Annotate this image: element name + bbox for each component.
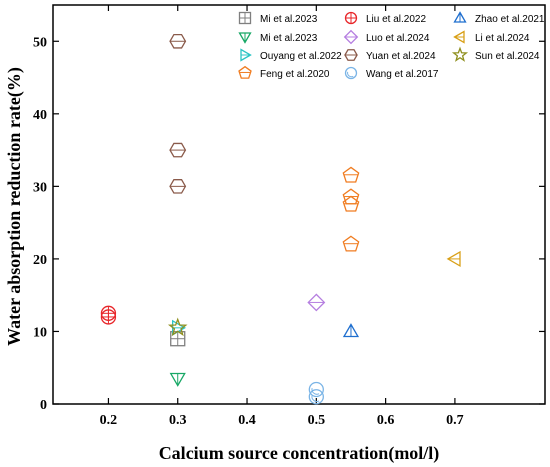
legend-label: Yuan et al.2024 [366,51,436,62]
y-tick-label: 10 [33,325,47,340]
legend-label: Liu et al.2022 [366,14,426,25]
legend-marker [344,66,358,80]
data-point [307,293,326,312]
y-tick-label: 30 [33,180,47,195]
legend-marker [451,46,469,62]
legend-marker [240,48,252,62]
x-axis-title: Calcium source concentration(mol/l) [159,443,440,464]
legend-marker [238,32,252,44]
legend-label: Zhao et al.2021 [475,14,545,25]
legend-label: Mi et al.2023 [260,14,318,25]
x-tick-label: 0.4 [238,413,256,428]
data-point [167,317,188,337]
legend-label: Mi et al.2023 [260,33,318,44]
y-tick-label: 0 [40,398,47,413]
data-point [308,381,324,398]
data-point [308,389,324,405]
y-axis-title: Water absorption reduction rate(%) [4,67,25,346]
data-point [169,33,187,49]
legend-label: Sun et al.2024 [475,51,540,62]
data-point [342,166,360,183]
data-point [342,323,360,338]
data-point [169,179,187,194]
data-point [446,250,461,268]
legend-marker [453,30,465,44]
y-tick-label: 50 [33,35,47,50]
plot-frame [52,4,546,405]
x-tick-label: 0.6 [377,413,395,428]
legend-marker [453,11,467,23]
y-tick-label: 20 [33,253,47,268]
legend-label: Ouyang et al.2022 [260,51,342,62]
legend-label: Feng et al.2020 [260,69,330,80]
data-point [342,235,360,252]
legend-marker [238,11,252,25]
legend-label: Luo et al.2024 [366,33,430,44]
legend-label: Wang et al.2017 [366,69,439,80]
x-tick-label: 0.2 [100,413,118,428]
legend-label: Li et al.2024 [475,33,530,44]
data-point [169,372,186,387]
data-point [169,142,187,158]
legend-marker [344,49,358,61]
x-tick-label: 0.7 [446,413,464,428]
legend-marker [344,11,358,25]
y-tick-label: 40 [33,108,47,123]
x-tick-label: 0.3 [169,413,187,428]
data-point [342,195,360,212]
data-point [100,305,117,321]
x-tick-label: 0.5 [308,413,326,428]
legend-marker [238,65,252,79]
legend-marker [343,29,359,45]
